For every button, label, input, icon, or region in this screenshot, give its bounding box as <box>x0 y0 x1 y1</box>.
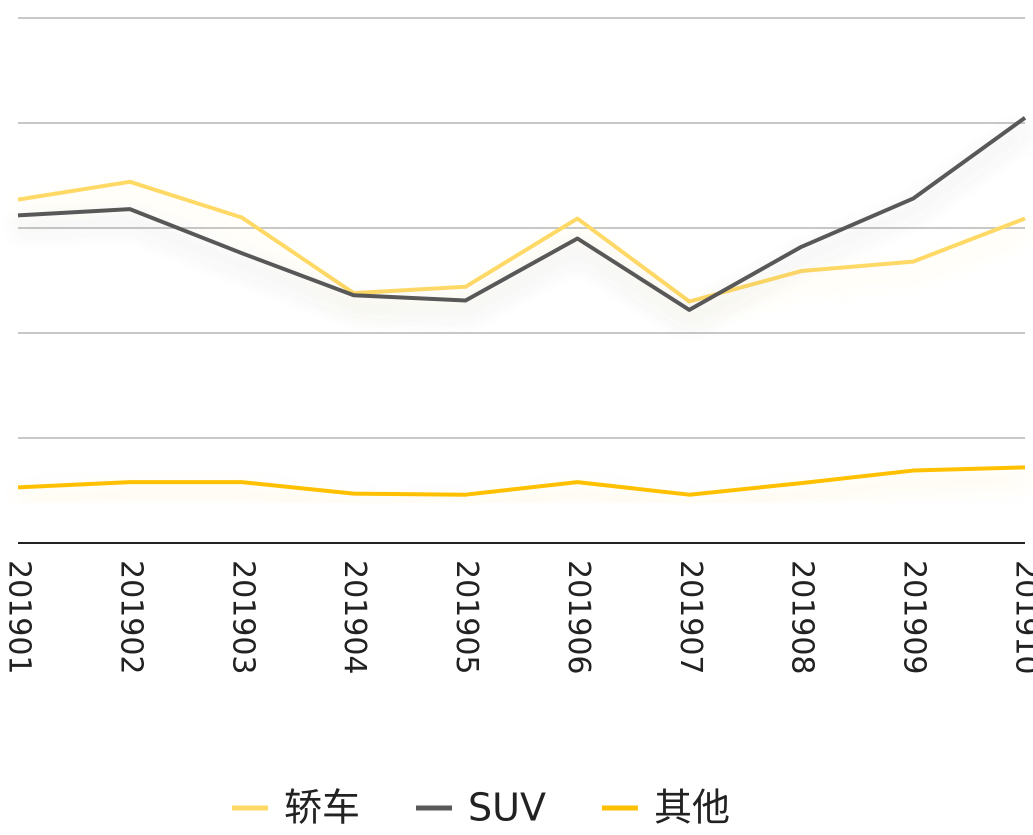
series-line <box>17 116 1027 312</box>
legend-label: 其他 <box>654 786 730 830</box>
x-tick-label: 201906 <box>561 560 596 675</box>
x-tick-label: 201903 <box>225 560 260 675</box>
x-tick-label: 201907 <box>673 560 708 675</box>
series-line <box>17 179 1026 304</box>
x-tick-label: 201905 <box>449 560 484 675</box>
x-tick-label: 201904 <box>337 560 372 675</box>
series-line <box>17 465 1026 497</box>
x-tick-label: 201902 <box>113 560 148 675</box>
legend: 轿车 SUV 其他 <box>232 786 730 830</box>
x-tick-label: 201910 <box>1009 560 1033 675</box>
x-tick-label: 201908 <box>785 560 820 675</box>
x-tick-label: 201909 <box>897 560 932 675</box>
legend-label: 轿车 <box>284 786 360 830</box>
legend-label: SUV <box>468 786 546 830</box>
x-tick-label: 201901 <box>2 560 37 675</box>
